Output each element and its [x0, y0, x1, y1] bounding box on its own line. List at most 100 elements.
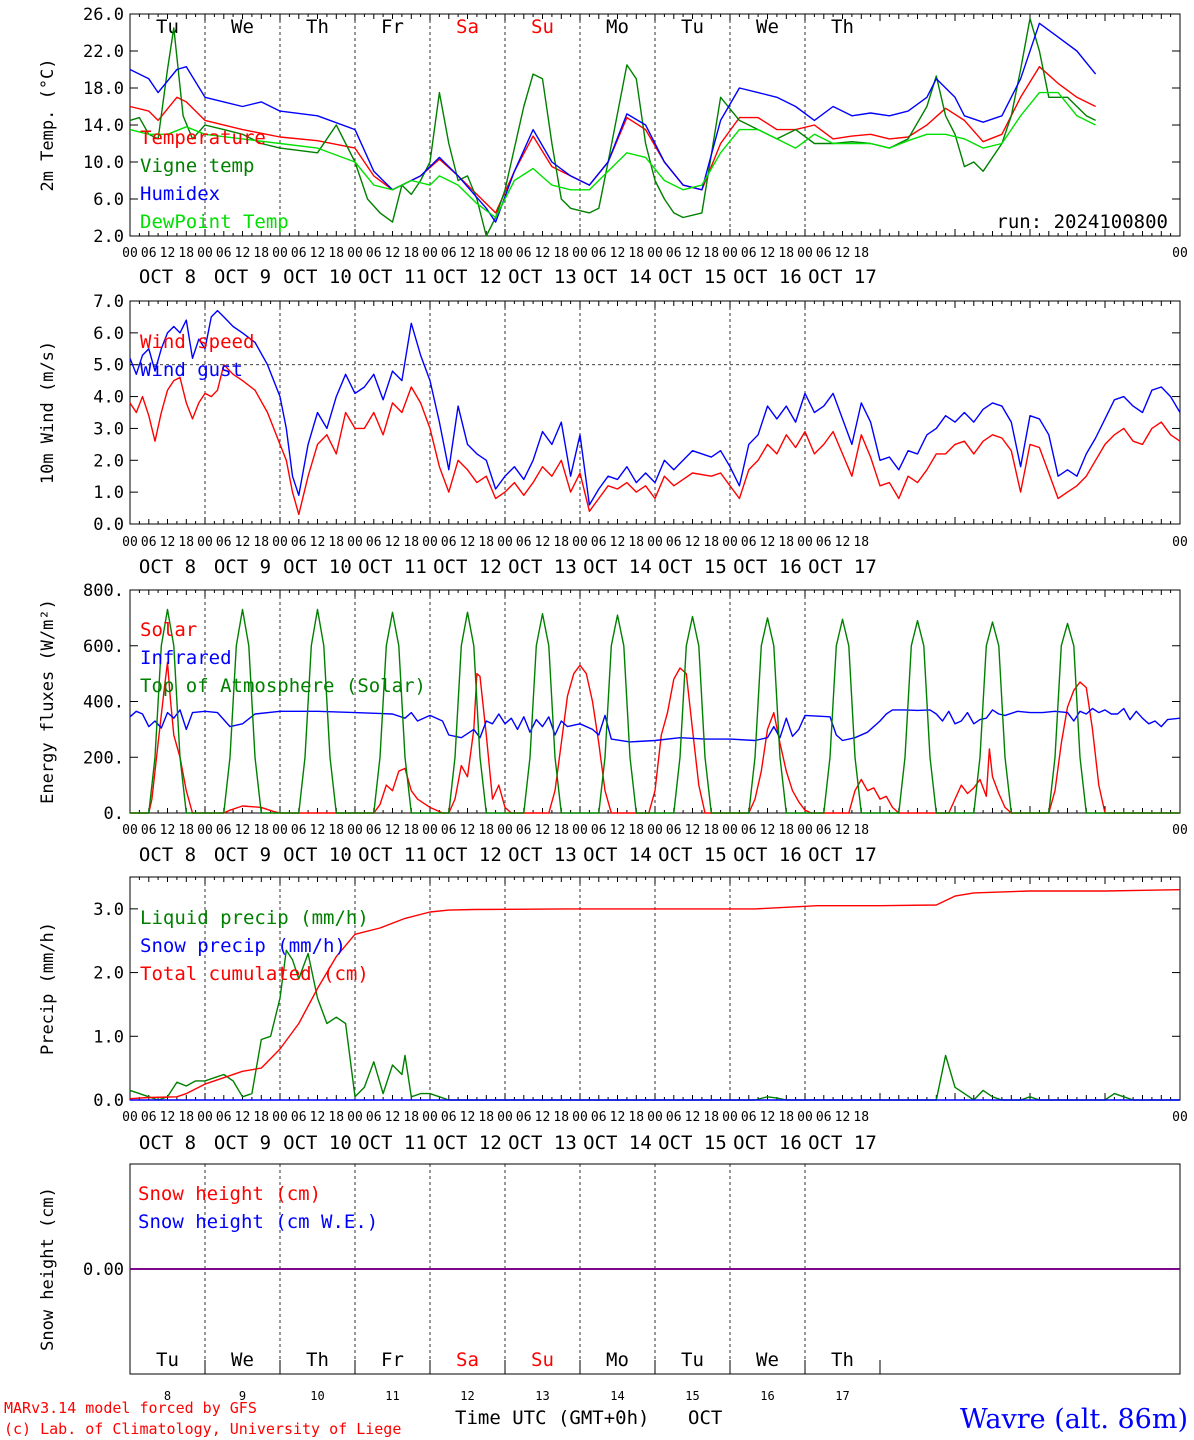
- hour-tick-label: 18: [178, 823, 194, 838]
- hour-tick-label: 00: [422, 246, 438, 261]
- date-label: OCT 16: [733, 266, 802, 288]
- day-of-week-label: Sa: [456, 16, 479, 38]
- hour-tick-label: 18: [628, 535, 644, 550]
- hour-tick-label: 00: [497, 246, 513, 261]
- hour-tick-label: 18: [478, 823, 494, 838]
- x-tick-marks: [129, 14, 1181, 236]
- hour-tick-label: 06: [591, 1110, 607, 1125]
- hour-tick-label: 06: [441, 823, 457, 838]
- y-tick-label: 14.0: [83, 116, 124, 136]
- hour-tick-label: 18: [178, 1110, 194, 1125]
- date-label: OCT 10: [283, 556, 352, 578]
- hour-tick-label: 00: [572, 823, 588, 838]
- hour-tick-label: 00: [197, 535, 213, 550]
- hour-tick-label: 06: [516, 535, 532, 550]
- hour-tick-label: 18: [253, 535, 269, 550]
- hour-tick-label: 18: [478, 535, 494, 550]
- hour-tick-label: 12: [460, 1110, 476, 1125]
- hour-tick-label: 12: [310, 535, 326, 550]
- series-line-infrared: [129, 707, 1181, 743]
- hour-tick-label: 06: [666, 246, 682, 261]
- date-label: OCT 12: [433, 556, 502, 578]
- hour-tick-label: 06: [591, 823, 607, 838]
- y-tick-label: 3.0: [93, 419, 124, 439]
- day-number-label: 13: [535, 1389, 549, 1403]
- hour-tick-label: 06: [216, 246, 232, 261]
- y-tick-label: 1.0: [93, 483, 124, 503]
- hour-tick-label: 00: [197, 823, 213, 838]
- hour-tick-label: 12: [535, 535, 551, 550]
- hour-tick-label: 18: [178, 535, 194, 550]
- hour-tick-label: 00: [497, 823, 513, 838]
- hour-tick-label: 12: [535, 246, 551, 261]
- hour-tick-label: 12: [610, 823, 626, 838]
- hour-tick-label: 00: [797, 246, 813, 261]
- hour-tick-label: 18: [403, 1110, 419, 1125]
- hour-tick-label: 12: [760, 823, 776, 838]
- hour-tick-label: 18: [403, 823, 419, 838]
- hour-tick-label: 00: [272, 246, 288, 261]
- hour-tick-label: 06: [366, 1110, 382, 1125]
- hour-tick-label: 18: [778, 1110, 794, 1125]
- hour-tick-label: 06: [516, 246, 532, 261]
- day-of-week-label: Th: [306, 1349, 329, 1371]
- day-of-week-label: We: [756, 16, 779, 38]
- hour-tick-label: 06: [816, 535, 832, 550]
- hour-tick-label: 12: [235, 1110, 251, 1125]
- hour-tick-label: 12: [460, 535, 476, 550]
- day-number-label: 8: [164, 1389, 171, 1403]
- hour-tick-label: 00: [497, 1110, 513, 1125]
- date-label: OCT 8: [139, 844, 196, 866]
- hour-tick-label: 00: [122, 535, 138, 550]
- hour-tick-label: 18: [553, 823, 569, 838]
- hour-tick-label: 12: [385, 535, 401, 550]
- day-of-week-label: Th: [831, 16, 854, 38]
- day-number-label: 11: [385, 1389, 399, 1403]
- date-label: OCT 12: [433, 266, 502, 288]
- y-tick-label: 4.0: [93, 388, 124, 408]
- y-tick-label: 800.: [83, 581, 124, 601]
- legend-entry: DewPoint Temp: [140, 211, 289, 233]
- date-label: OCT 12: [433, 1132, 502, 1154]
- hour-tick-label: 12: [835, 1110, 851, 1125]
- y-axis-label: 10m Wind (m/s): [38, 341, 58, 484]
- hour-tick-label: 00: [572, 246, 588, 261]
- hour-tick-label: 06: [141, 535, 157, 550]
- y-axis-label: Precip (mm/h): [38, 922, 58, 1055]
- date-label: OCT 17: [808, 1132, 877, 1154]
- day-of-week-label: Tu: [156, 16, 179, 38]
- date-label: OCT 13: [508, 1132, 577, 1154]
- hour-tick-label: 12: [610, 535, 626, 550]
- hour-tick-label: 06: [291, 823, 307, 838]
- hour-tick-label: 06: [516, 823, 532, 838]
- hour-tick-label: 06: [216, 1110, 232, 1125]
- hour-tick-label: 00: [647, 1110, 663, 1125]
- date-label: OCT 11: [358, 1132, 427, 1154]
- hour-tick-label: 06: [141, 246, 157, 261]
- hour-tick-label: 12: [385, 1110, 401, 1125]
- hour-tick-label: 12: [835, 535, 851, 550]
- hour-tick-label: 12: [385, 823, 401, 838]
- day-of-week-label: We: [756, 1349, 779, 1371]
- hour-tick-label: 18: [553, 1110, 569, 1125]
- hour-tick-label: 00: [797, 535, 813, 550]
- legend-entry: Snow height (cm): [138, 1183, 321, 1205]
- hour-tick-label: 18: [628, 1110, 644, 1125]
- date-label: OCT 13: [508, 844, 577, 866]
- y-tick-label: 2.0: [93, 964, 124, 984]
- hour-tick-label: 12: [535, 823, 551, 838]
- day-of-week-label: Tu: [681, 16, 704, 38]
- y-tick-label: 0.: [104, 804, 124, 824]
- hour-tick-label: 06: [591, 246, 607, 261]
- hour-tick-label: 00: [722, 535, 738, 550]
- hour-tick-label: 06: [666, 535, 682, 550]
- day-of-week-label: We: [231, 1349, 254, 1371]
- y-tick-label: 0.0: [93, 1091, 124, 1111]
- series-line-temperature: [129, 65, 1096, 214]
- day-of-week-label: Th: [306, 16, 329, 38]
- legend-entry: Top of Atmosphere (Solar): [140, 675, 426, 697]
- legend-entry: Liquid precip (mm/h): [140, 907, 369, 929]
- y-tick-label: 0.0: [93, 515, 124, 535]
- hour-tick-label: 18: [328, 1110, 344, 1125]
